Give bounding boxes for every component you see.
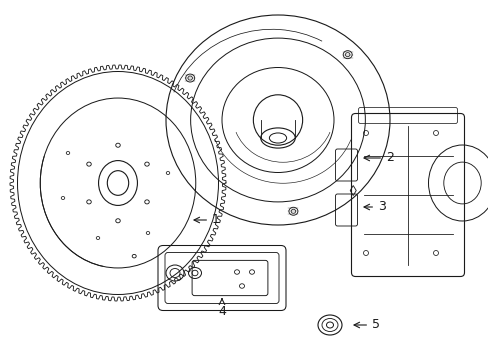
Text: 5: 5 [353, 319, 379, 332]
Text: 1: 1 [194, 213, 220, 226]
Text: 4: 4 [218, 299, 225, 318]
Text: 3: 3 [363, 201, 385, 213]
Text: 2: 2 [363, 152, 393, 165]
